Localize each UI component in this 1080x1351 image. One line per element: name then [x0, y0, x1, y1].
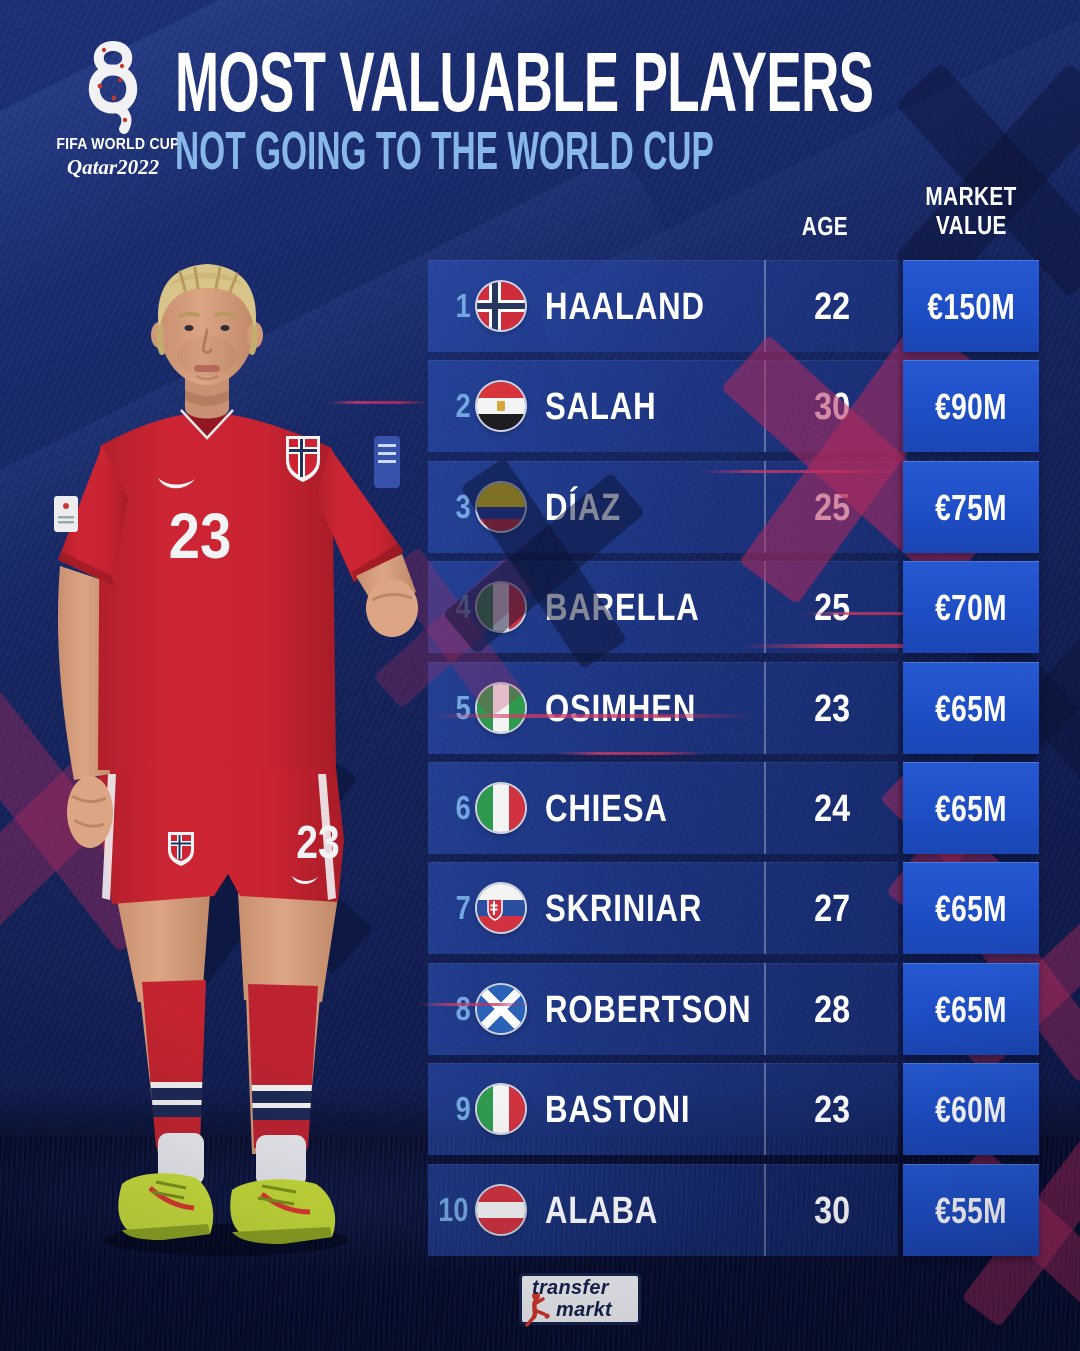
face: [160, 271, 254, 385]
player-name: HAALAND: [545, 286, 705, 328]
player-name: ALABA: [545, 1190, 659, 1232]
rank-label: 8: [455, 990, 471, 1027]
age-value: 30: [814, 1190, 850, 1232]
player-name: OSIMHEN: [545, 688, 697, 730]
column-divider: [764, 561, 766, 653]
table-row: 5 OSIMHEN 23: [428, 662, 898, 754]
table-row: 8 ROBERTSON 28: [428, 963, 898, 1055]
age-value: 24: [814, 788, 850, 830]
player-name: SALAH: [545, 386, 657, 428]
qatar-2022-emblem: [88, 40, 138, 134]
fifa-world-cup-logo: FIFA WORLD CUP Qatar2022: [48, 36, 180, 180]
column-divider: [764, 1164, 766, 1256]
column-divider: [764, 963, 766, 1055]
market-value-box: €90M: [903, 360, 1039, 452]
market-value-box: €65M: [903, 862, 1039, 954]
market-value-box: €150M: [903, 260, 1039, 352]
rank-label: 9: [455, 1090, 471, 1127]
table-row: 9 BASTONI 23: [428, 1063, 898, 1155]
jersey-number: 23: [169, 500, 232, 572]
table-row: 10 ALABA 30: [428, 1164, 898, 1256]
rank-label: 6: [455, 789, 471, 826]
player-name: BASTONI: [545, 1089, 691, 1131]
flag-italy-icon: [477, 784, 525, 832]
column-divider: [764, 260, 766, 352]
player-name: CHIESA: [545, 788, 668, 830]
nike-swoosh: [158, 478, 195, 489]
age-value: 27: [814, 888, 850, 930]
page-subtitle: NOT GOING TO THE WORLD CUP: [175, 121, 714, 181]
market-value-box: €65M: [903, 662, 1039, 754]
rank-label: 1: [455, 287, 471, 324]
transfermarkt-logo: transfer markt: [519, 1273, 641, 1327]
page-title: MOST VALUABLE PLAYERS: [175, 35, 874, 129]
column-divider: [764, 762, 766, 854]
player-name: ROBERTSON: [545, 989, 752, 1031]
rank-label: 2: [455, 387, 471, 424]
market-value-box: €70M: [903, 561, 1039, 653]
player-name: SKRINIAR: [545, 888, 703, 930]
norway-crest: [286, 436, 320, 482]
fifa-logo-text: FIFA WORLD CUP: [56, 136, 180, 153]
flag-austria-icon: [477, 1186, 525, 1234]
market-value-box: €60M: [903, 1063, 1039, 1155]
flag-norway-icon: [477, 282, 525, 330]
rank-label: 10: [438, 1191, 469, 1228]
jersey: [98, 412, 336, 770]
age-value: 28: [814, 989, 850, 1031]
flag-italy-icon: [477, 1085, 525, 1133]
table-row: 6 CHIESA 24: [428, 762, 898, 854]
table-row: 7 SKRINIAR 27: [428, 862, 898, 954]
rank-label: 7: [455, 889, 471, 926]
brand-word-markt: markt: [556, 1299, 612, 1321]
flag-egypt-icon: [477, 382, 525, 430]
column-divider: [764, 1063, 766, 1155]
brand-word-transfer: transfer: [532, 1277, 609, 1299]
column-header-age: AGE: [801, 211, 849, 241]
column-divider: [764, 862, 766, 954]
qatar-2022-text: Qatar2022: [66, 155, 160, 179]
column-header-market-value: MARKET VALUE: [925, 181, 1017, 241]
flag-slovakia-icon: [477, 884, 525, 932]
market-value-box: €65M: [903, 963, 1039, 1055]
flag-nigeria-icon: [477, 684, 525, 732]
market-value-box: €55M: [903, 1164, 1039, 1256]
age-value: 23: [814, 688, 850, 730]
market-value-box: €65M: [903, 762, 1039, 854]
column-divider: [764, 662, 766, 754]
market-value-box: €75M: [903, 461, 1039, 553]
age-value: 23: [814, 1089, 850, 1131]
